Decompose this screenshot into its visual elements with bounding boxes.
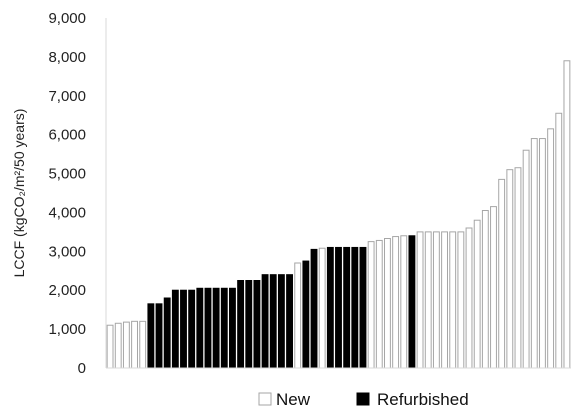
bar-new <box>473 219 481 369</box>
legend-label-refurbished: Refurbished <box>377 390 469 409</box>
bar-new <box>465 227 473 369</box>
bar-new <box>375 239 383 369</box>
bar-refurbished <box>310 248 318 369</box>
bar-refurbished <box>286 274 293 369</box>
bar-new <box>122 321 130 369</box>
bar-refurbished <box>229 287 236 369</box>
y-axis-tick-labels: 0 1,000 2,000 3,000 4,000 5,000 6,000 7,000 8,00… <box>48 10 86 377</box>
bars-group <box>106 60 571 369</box>
bar-refurbished <box>277 274 285 369</box>
bar-new <box>449 231 457 369</box>
bar-new <box>490 206 497 369</box>
bar-refurbished <box>204 287 212 369</box>
bar-refurbished <box>326 246 334 369</box>
bar-new <box>457 231 465 369</box>
bar-refurbished <box>335 246 342 369</box>
bar-new <box>367 241 375 369</box>
legend: New Refurbished <box>258 390 469 409</box>
bar-refurbished <box>302 260 310 369</box>
legend-swatch-new <box>258 392 272 406</box>
bar-new <box>294 262 302 369</box>
bar-refurbished <box>359 246 367 369</box>
y-tick-label: 6,000 <box>48 127 86 144</box>
bar-new <box>498 178 506 369</box>
bar-refurbished <box>351 246 359 369</box>
bar-new <box>400 235 408 369</box>
bar-new <box>506 169 514 369</box>
y-axis-title: LCCF (kgCO₂/m²/50 years) <box>11 109 27 278</box>
bar-new <box>139 320 147 369</box>
bar-new <box>384 238 391 369</box>
bar-refurbished <box>196 287 204 369</box>
y-tick-label: 9,000 <box>48 10 86 27</box>
legend-label-new: New <box>276 390 311 409</box>
bar-refurbished <box>253 280 261 369</box>
y-tick-label: 4,000 <box>48 204 86 221</box>
bar-new <box>563 60 571 369</box>
bar-new <box>131 320 138 369</box>
bar-refurbished <box>171 289 179 369</box>
bar-new <box>416 231 424 369</box>
bar-new <box>539 138 546 369</box>
y-tick-label: 2,000 <box>48 282 86 299</box>
bar-refurbished <box>155 303 163 369</box>
bar-new <box>424 231 432 369</box>
bar-new <box>318 247 326 369</box>
y-tick-label: 7,000 <box>48 88 86 105</box>
bar-refurbished <box>220 287 228 369</box>
bar-new <box>530 138 538 369</box>
bar-refurbished <box>343 246 351 369</box>
bar-new <box>522 149 530 369</box>
y-tick-label: 3,000 <box>48 243 86 260</box>
bar-refurbished <box>408 235 416 369</box>
bar-refurbished <box>245 280 253 369</box>
y-tick-label: 5,000 <box>48 166 86 183</box>
y-tick-label: 1,000 <box>48 321 86 338</box>
bar-new <box>441 231 448 369</box>
bar-new <box>106 324 114 369</box>
bar-refurbished <box>180 289 187 369</box>
bar-refurbished <box>261 274 269 369</box>
y-tick-label: 8,000 <box>48 49 86 66</box>
bar-new <box>114 322 122 369</box>
bar-new <box>547 128 555 369</box>
bar-refurbished <box>212 287 220 369</box>
bar-new <box>481 210 489 369</box>
bar-new <box>514 167 522 369</box>
bar-new <box>432 231 440 369</box>
y-tick-label: 0 <box>78 360 86 377</box>
bar-new <box>392 236 400 369</box>
legend-swatch-refurbished <box>356 392 370 406</box>
bar-refurbished <box>237 280 245 369</box>
bar-refurbished <box>147 303 155 369</box>
bar-refurbished <box>188 289 196 369</box>
bar-refurbished <box>269 274 277 369</box>
bar-refurbished <box>163 297 171 369</box>
bar-new <box>555 112 563 369</box>
